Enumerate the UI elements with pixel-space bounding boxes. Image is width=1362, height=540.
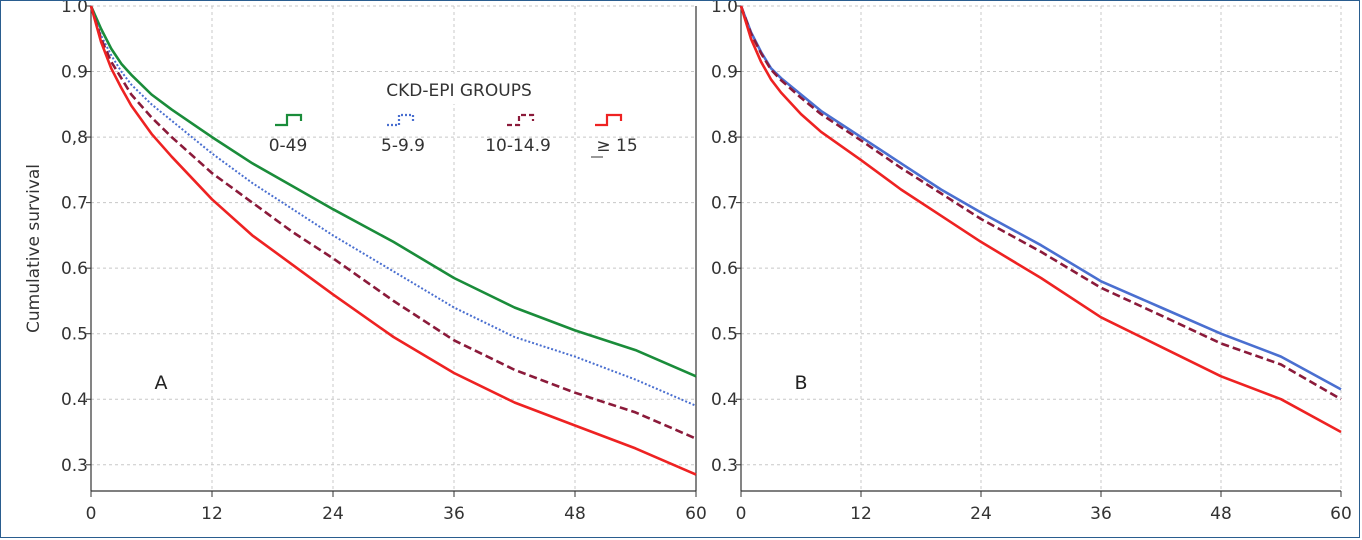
legend-title-bg: [353, 74, 563, 104]
legend-swatch-1: [387, 113, 415, 127]
y-tick-label: 0.8: [711, 128, 738, 148]
y-tick-label: 0.6: [711, 259, 738, 279]
x-tick-label: 60: [685, 504, 707, 524]
series-line-10-14-9: [89, 5, 697, 440]
x-tick-label: 24: [322, 504, 344, 524]
legend-label: 0-49: [269, 136, 308, 156]
y-tick-label: 0.9: [61, 63, 88, 83]
y-axis-label: Cumulative survival: [24, 164, 44, 333]
x-tick-label: 0: [86, 504, 97, 524]
panel-label-a: A: [155, 372, 168, 394]
legend-swatch-3: [595, 113, 623, 127]
legend-swatch-2: [507, 113, 535, 127]
y-tick-label: 0.5: [711, 325, 738, 345]
x-tick-label: 60: [1330, 504, 1352, 524]
x-tick-label: 48: [564, 504, 586, 524]
series-line-5-9-9: [90, 5, 697, 407]
y-tick-label: 0.6: [61, 259, 88, 279]
legend-title: CKD-EPI GROUPS: [386, 81, 532, 101]
legend-swatch-0: [275, 113, 303, 127]
y-tick-label: 0.9: [711, 63, 738, 83]
y-tick-label: 0,8: [61, 128, 88, 148]
x-tick-label: 48: [1210, 504, 1232, 524]
y-tick-label: 0.5: [61, 325, 88, 345]
y-tick-label: 0.3: [711, 456, 738, 476]
series-line-panelB-0: [739, 5, 1342, 391]
series-line-panelB-1: [739, 5, 1342, 401]
x-tick-label: 0: [736, 504, 747, 524]
series-line-0-49: [89, 5, 697, 378]
legend-label: 5-9.9: [381, 136, 425, 156]
y-tick-label: 1.0: [61, 1, 88, 17]
series-line--15: [89, 5, 697, 476]
y-tick-label: 0.3: [61, 456, 88, 476]
x-tick-label: 36: [443, 504, 465, 524]
series-line-panelB-2: [739, 5, 1342, 434]
y-tick-label: 0.7: [61, 194, 88, 214]
panel-label-b: B: [794, 372, 807, 394]
x-tick-label: 12: [850, 504, 872, 524]
legend-label: 10-14.9: [485, 136, 551, 156]
y-tick-label: 0.4: [61, 390, 88, 410]
x-tick-label: 36: [1090, 504, 1112, 524]
y-tick-label: 0.7: [711, 194, 738, 214]
legend-label: ≥ 15: [596, 136, 637, 156]
x-tick-label: 12: [201, 504, 223, 524]
y-tick-label: 0.4: [711, 390, 738, 410]
x-tick-label: 24: [970, 504, 992, 524]
y-tick-label: 1.0: [711, 1, 738, 17]
